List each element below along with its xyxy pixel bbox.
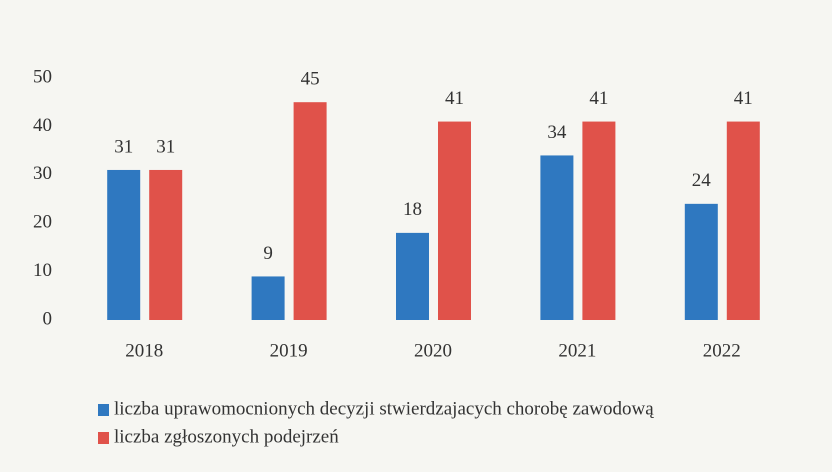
data-label: 9 — [263, 243, 273, 264]
bar — [251, 276, 285, 320]
x-tick-label: 2019 — [270, 340, 308, 361]
data-label: 34 — [547, 122, 567, 143]
legend-swatch — [98, 432, 109, 444]
data-label: 45 — [301, 69, 320, 90]
legend-label: liczba uprawomocnionych decyzji stwierdz… — [114, 398, 654, 419]
bar — [726, 121, 760, 320]
bar — [149, 169, 183, 320]
y-tick-label: 20 — [33, 212, 52, 233]
legend-swatch — [98, 404, 109, 416]
data-label: 31 — [114, 136, 133, 157]
y-tick-label: 40 — [33, 115, 52, 136]
x-tick-label: 2020 — [414, 340, 452, 361]
bar — [684, 203, 718, 320]
bar — [582, 121, 616, 320]
data-label: 41 — [589, 88, 608, 109]
bar — [540, 155, 574, 320]
bar — [396, 232, 429, 320]
data-label: 41 — [445, 88, 464, 109]
y-tick-label: 0 — [43, 308, 53, 329]
data-label: 24 — [692, 170, 712, 191]
bar — [438, 121, 471, 320]
legend-label: liczba zgłoszonych podejrzeń — [114, 426, 339, 447]
bar — [107, 169, 141, 320]
y-tick-label: 10 — [33, 260, 52, 281]
data-label: 31 — [156, 136, 175, 157]
data-label: 41 — [734, 88, 753, 109]
data-label: 18 — [403, 199, 422, 220]
x-tick-label: 2022 — [703, 340, 741, 361]
x-tick-label: 2021 — [558, 340, 596, 361]
y-tick-label: 50 — [33, 66, 52, 87]
x-tick-label: 2018 — [125, 340, 163, 361]
bar — [293, 102, 327, 320]
y-tick-label: 30 — [33, 163, 52, 184]
